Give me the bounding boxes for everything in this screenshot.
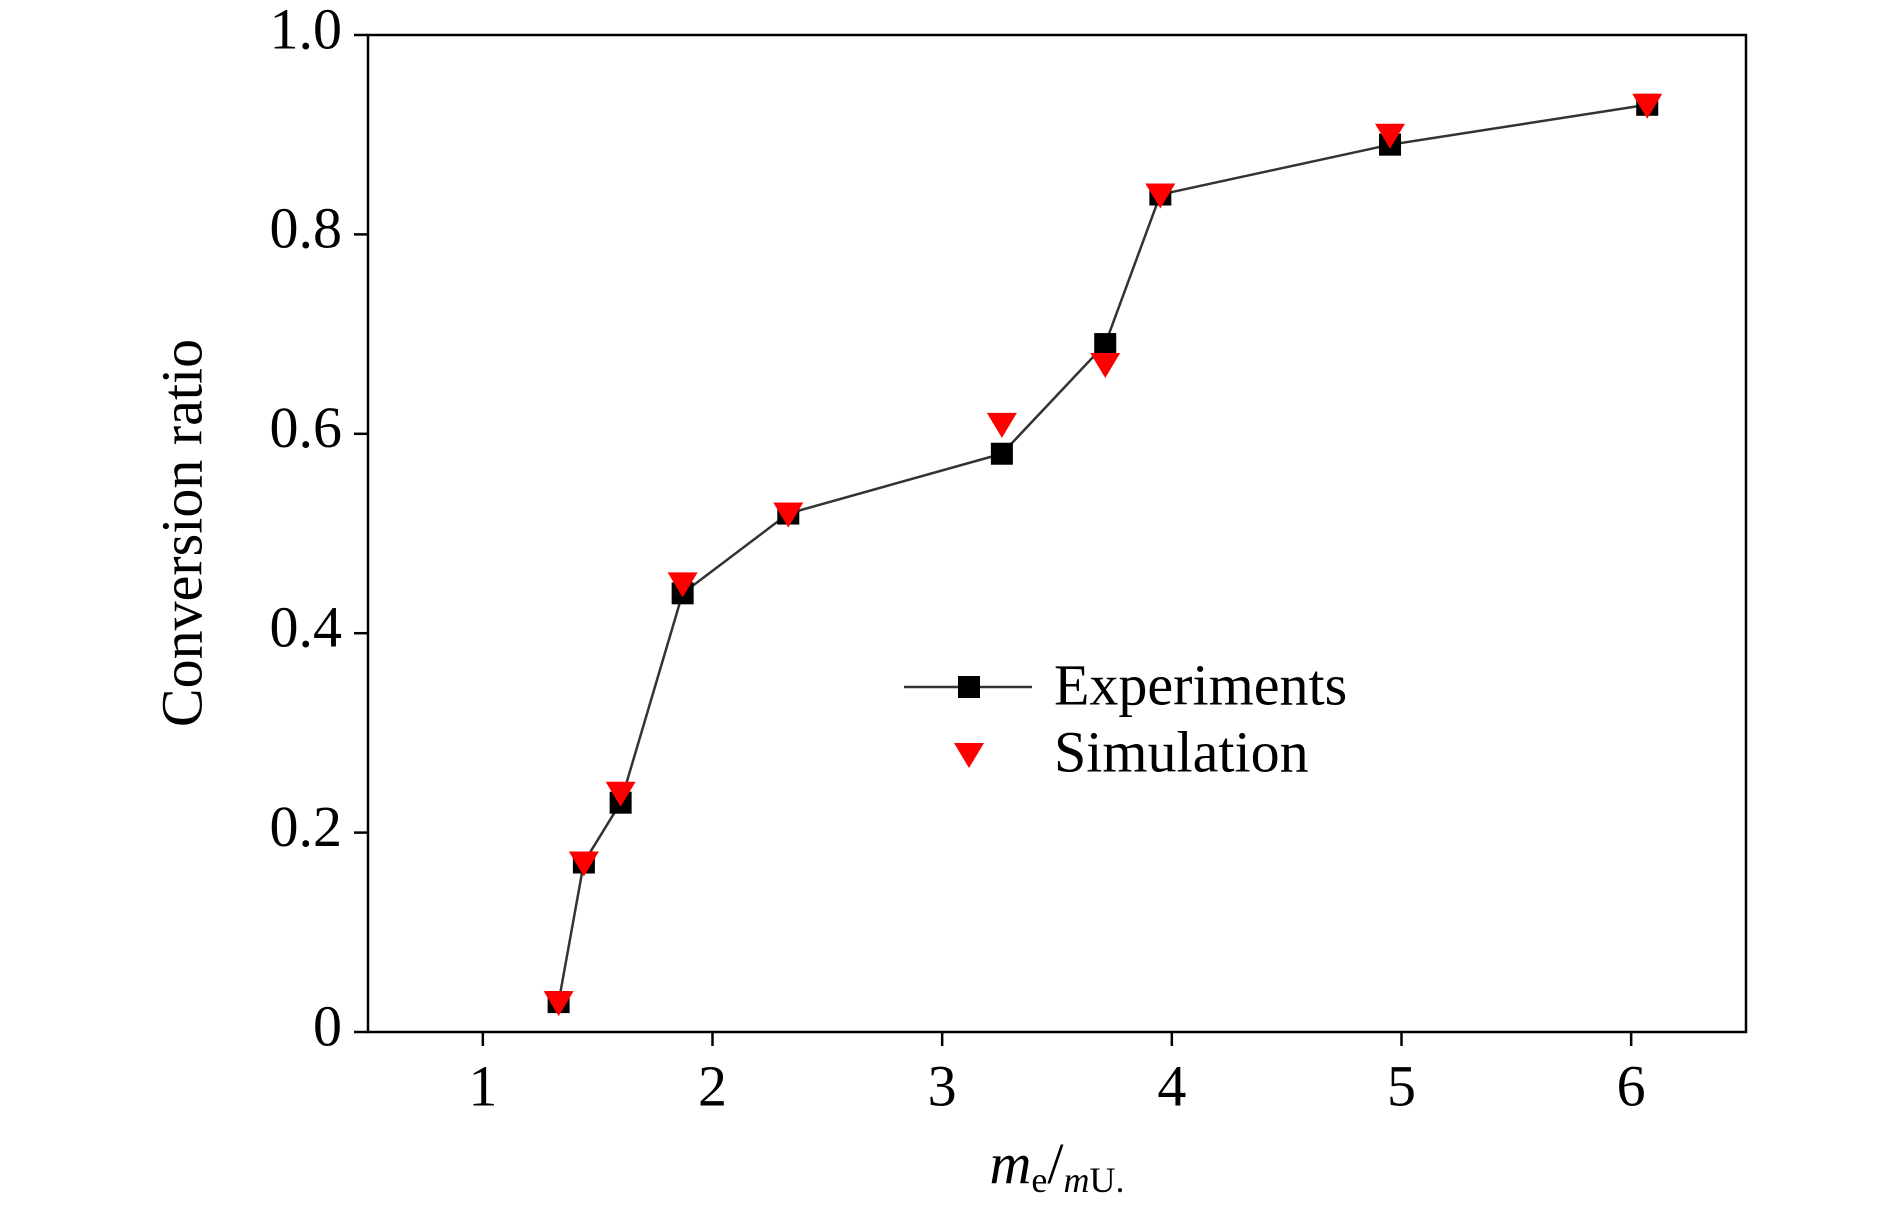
- y-tick-label: 1.0: [270, 0, 343, 61]
- data-point: [986, 412, 1017, 438]
- y-tick-label: 0.8: [270, 196, 343, 261]
- y-tick-label: 0.6: [270, 395, 343, 460]
- x-axis-label-part: /: [1047, 1131, 1064, 1196]
- data-point: [543, 991, 574, 1017]
- data-point: [1090, 353, 1121, 379]
- data-point: [1632, 93, 1663, 119]
- data-point: [1375, 123, 1406, 149]
- legend-marker: [958, 676, 980, 698]
- x-tick-label: 4: [1157, 1053, 1186, 1118]
- data-point: [1094, 333, 1117, 356]
- x-tick-label: 1: [468, 1053, 497, 1118]
- x-axis-label-part: m: [990, 1131, 1032, 1196]
- data-point: [568, 851, 599, 877]
- data-point: [773, 502, 804, 528]
- x-tick-label: 5: [1387, 1053, 1416, 1118]
- x-axis-label: me/mU.: [990, 1131, 1125, 1200]
- series-line: [557, 103, 1648, 1003]
- y-tick-label: 0.2: [270, 794, 343, 859]
- plot-frame: [366, 33, 1748, 1034]
- y-tick-label: 0: [313, 993, 342, 1058]
- x-tick-label: 6: [1617, 1053, 1646, 1118]
- data-point: [667, 572, 698, 598]
- x-tick-label: 2: [698, 1053, 727, 1118]
- data-point: [990, 442, 1013, 465]
- x-axis-label-part: m: [1064, 1160, 1090, 1200]
- legend-marker: [954, 743, 984, 768]
- data-point: [605, 781, 636, 807]
- y-axis-label: Conversion ratio: [149, 339, 214, 727]
- x-axis-label-part: U.: [1090, 1160, 1125, 1200]
- x-axis-label-part: e: [1031, 1160, 1047, 1200]
- data-point: [1145, 183, 1176, 209]
- legend-label: Experiments: [1054, 652, 1347, 717]
- x-tick-label: 3: [928, 1053, 957, 1118]
- legend-label: Simulation: [1054, 719, 1309, 784]
- y-tick-label: 0.4: [270, 595, 343, 660]
